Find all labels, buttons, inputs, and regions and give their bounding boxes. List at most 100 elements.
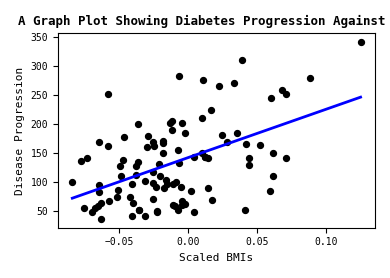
Point [142, 179, 148, 183]
Point [216, 84, 223, 89]
Point [182, 202, 188, 206]
Point [283, 92, 289, 96]
Point [358, 40, 364, 44]
Point [154, 210, 160, 214]
Point [121, 135, 128, 139]
Point [149, 197, 156, 201]
Point [283, 156, 289, 161]
X-axis label: Scaled BMIs: Scaled BMIs [179, 253, 254, 263]
Point [231, 81, 238, 86]
Point [241, 208, 248, 212]
Point [246, 163, 252, 168]
Point [81, 206, 87, 211]
Point [256, 143, 262, 147]
Point [149, 181, 156, 186]
Point [133, 173, 139, 177]
Point [151, 143, 157, 148]
Point [234, 131, 240, 136]
Point [105, 144, 111, 148]
Point [89, 210, 95, 215]
Point [133, 164, 139, 168]
Point [224, 139, 230, 144]
Point [199, 151, 205, 155]
Point [161, 186, 168, 190]
Point [219, 132, 225, 137]
Point [179, 203, 185, 207]
Point [160, 151, 166, 155]
Point [191, 210, 197, 215]
Point [170, 203, 177, 207]
Point [105, 92, 111, 96]
Point [204, 186, 211, 190]
Point [279, 88, 285, 92]
Point [246, 156, 252, 161]
Point [98, 217, 104, 221]
Point [136, 207, 142, 212]
Point [188, 189, 194, 193]
Point [152, 185, 159, 189]
Point [160, 141, 166, 145]
Point [176, 160, 183, 165]
Point [130, 200, 136, 205]
Point [169, 118, 175, 123]
Point [135, 160, 141, 164]
Point [154, 208, 160, 213]
Point [209, 198, 215, 202]
Point [199, 116, 205, 121]
Point [96, 190, 102, 194]
Point [118, 174, 124, 178]
Point [163, 178, 169, 182]
Point [179, 199, 185, 203]
Point [115, 188, 122, 192]
Point [268, 96, 275, 100]
Point [191, 155, 197, 159]
Point [270, 150, 276, 155]
Point [173, 180, 179, 185]
Point [179, 121, 185, 125]
Point [178, 185, 184, 189]
Point [96, 139, 102, 144]
Point [69, 180, 75, 184]
Point [204, 156, 211, 160]
Point [243, 142, 249, 146]
Point [167, 121, 174, 125]
Point [175, 208, 181, 212]
Point [92, 206, 98, 211]
Point [136, 208, 142, 212]
Point [182, 131, 188, 135]
Point [267, 189, 273, 193]
Point [135, 122, 141, 126]
Point [145, 134, 151, 139]
Point [160, 139, 166, 143]
Point [149, 139, 156, 144]
Point [96, 182, 102, 187]
Point [106, 199, 113, 203]
Point [239, 58, 245, 63]
Point [94, 204, 101, 208]
Point [270, 174, 276, 179]
Point [200, 78, 206, 82]
Point [164, 182, 170, 186]
Point [176, 74, 183, 78]
Point [175, 148, 181, 153]
Y-axis label: Disease Progression: Disease Progression [15, 66, 25, 195]
Point [155, 162, 161, 167]
Point [98, 200, 104, 205]
Point [170, 182, 177, 186]
Point [127, 195, 133, 199]
Point [129, 182, 135, 186]
Point [169, 128, 175, 132]
Point [149, 170, 156, 174]
Point [129, 214, 135, 218]
Point [307, 76, 313, 81]
Point [114, 195, 120, 199]
Point [144, 145, 150, 150]
Point [78, 158, 84, 163]
Point [172, 204, 178, 208]
Point [117, 164, 123, 168]
Point [120, 158, 126, 162]
Title: A Graph Plot Showing Diabetes Progression Against BMI: A Graph Plot Showing Diabetes Progressio… [18, 15, 390, 28]
Point [202, 155, 208, 160]
Point [202, 155, 208, 159]
Point [142, 214, 148, 218]
